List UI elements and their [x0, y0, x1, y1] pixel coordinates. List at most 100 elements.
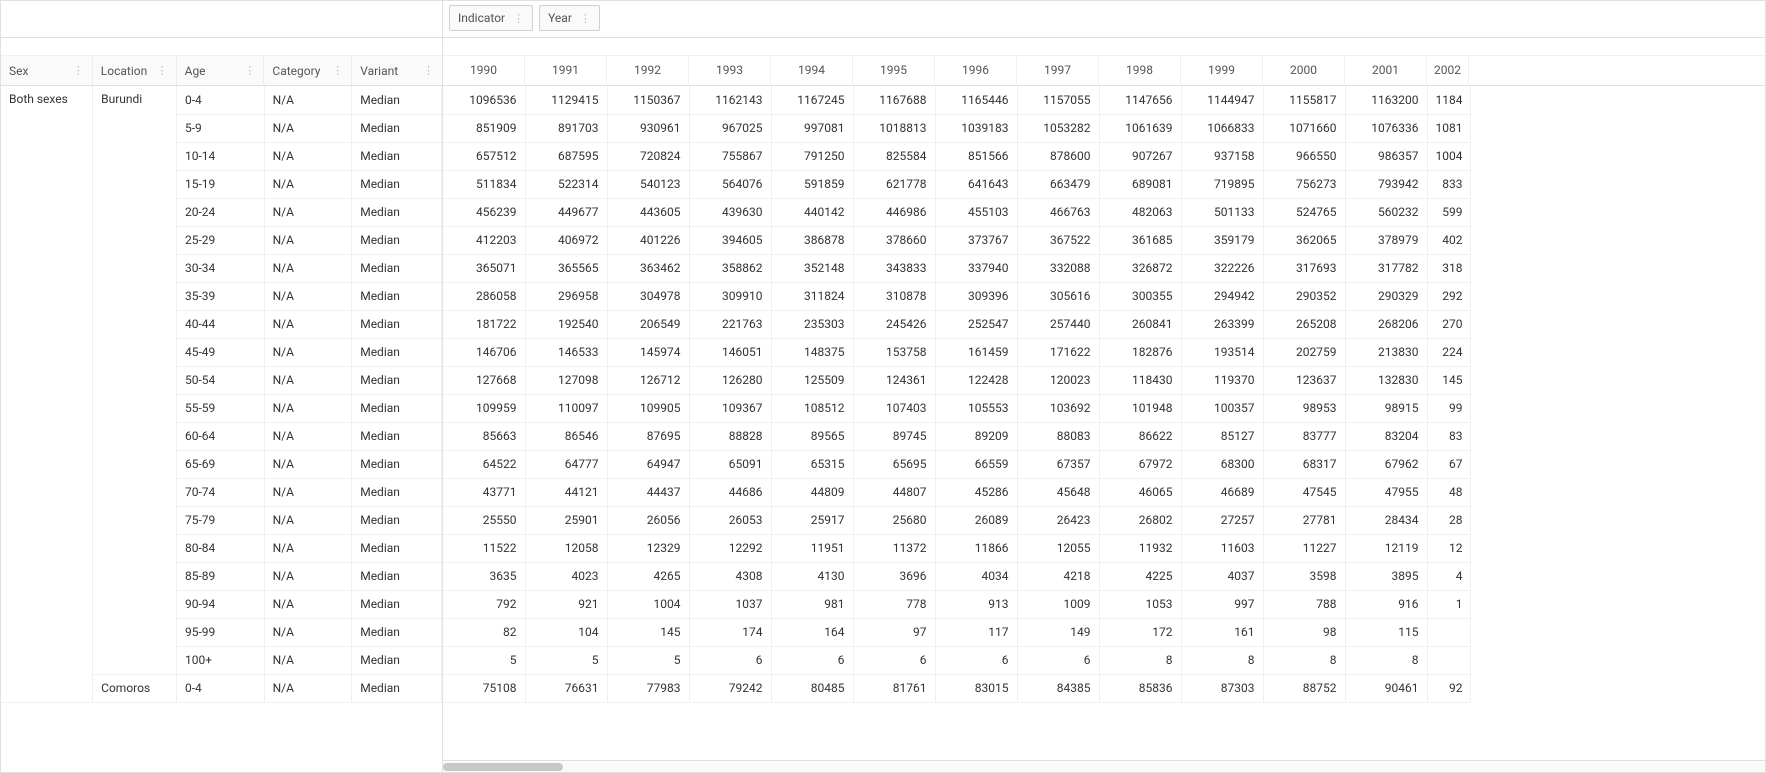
data-cell[interactable]: 27257	[1181, 506, 1263, 534]
data-cell[interactable]: 101948	[1099, 394, 1181, 422]
data-cell[interactable]: 67357	[1017, 450, 1099, 478]
data-cell[interactable]: 793942	[1345, 170, 1427, 198]
year-header-cell[interactable]: 2001	[1345, 56, 1427, 84]
data-cell[interactable]: 68317	[1263, 450, 1345, 478]
data-cell[interactable]: 386878	[771, 226, 853, 254]
data-cell[interactable]: 4225	[1099, 562, 1181, 590]
data-cell[interactable]: 67	[1427, 450, 1471, 478]
data-cell[interactable]	[1427, 618, 1471, 646]
data-cell[interactable]: 1157055	[1017, 86, 1099, 114]
data-cell[interactable]: 6	[689, 646, 771, 674]
data-cell[interactable]: 146051	[689, 338, 771, 366]
data-cell[interactable]: 5	[525, 646, 607, 674]
data-cell[interactable]: 44686	[689, 478, 771, 506]
data-cell[interactable]: 511834	[443, 170, 525, 198]
year-header-cell[interactable]: 1995	[853, 56, 935, 84]
data-cell[interactable]: 1004	[1427, 142, 1471, 170]
data-cell[interactable]: 825584	[853, 142, 935, 170]
data-cell[interactable]: 98953	[1263, 394, 1345, 422]
data-cell[interactable]: 524765	[1263, 198, 1345, 226]
data-cell[interactable]: 252547	[935, 310, 1017, 338]
data-cell[interactable]: 851566	[935, 142, 1017, 170]
data-cell[interactable]: 86622	[1099, 422, 1181, 450]
year-header-cell[interactable]: 1993	[689, 56, 771, 84]
data-cell[interactable]: 689081	[1099, 170, 1181, 198]
data-cell[interactable]: 11522	[443, 534, 525, 562]
year-header-cell[interactable]: 1996	[935, 56, 1017, 84]
data-cell[interactable]: 88752	[1263, 674, 1345, 702]
row-field-sex[interactable]: Sex ⋮	[1, 56, 93, 85]
year-header-cell[interactable]: 1991	[525, 56, 607, 84]
data-cell[interactable]: 851909	[443, 114, 525, 142]
data-cell[interactable]: 181722	[443, 310, 525, 338]
data-cell[interactable]: 564076	[689, 170, 771, 198]
data-cell[interactable]: 12055	[1017, 534, 1099, 562]
data-cell[interactable]: 88828	[689, 422, 771, 450]
data-cell[interactable]: 44121	[525, 478, 607, 506]
data-cell[interactable]: 76631	[525, 674, 607, 702]
data-cell[interactable]: 125509	[771, 366, 853, 394]
data-cell[interactable]: 352148	[771, 254, 853, 282]
data-cell[interactable]: 456239	[443, 198, 525, 226]
data-cell[interactable]: 337940	[935, 254, 1017, 282]
column-field-chip-indicator[interactable]: Indicator ⋮	[449, 5, 533, 31]
data-cell[interactable]: 145	[1427, 366, 1471, 394]
data-cell[interactable]: 82	[443, 618, 525, 646]
data-cell[interactable]: 317782	[1345, 254, 1427, 282]
column-field-chip-year[interactable]: Year ⋮	[539, 5, 600, 31]
data-cell[interactable]: 161	[1181, 618, 1263, 646]
data-cell[interactable]: 124361	[853, 366, 935, 394]
data-cell[interactable]: 46065	[1099, 478, 1181, 506]
data-cell[interactable]: 148375	[771, 338, 853, 366]
data-cell[interactable]: 109367	[689, 394, 771, 422]
data-cell[interactable]: 1	[1427, 590, 1471, 618]
data-cell[interactable]: 120023	[1017, 366, 1099, 394]
data-cell[interactable]: 83	[1427, 422, 1471, 450]
data-cell[interactable]: 192540	[525, 310, 607, 338]
data-cell[interactable]: 1037	[689, 590, 771, 618]
data-cell[interactable]: 260841	[1099, 310, 1181, 338]
data-cell[interactable]: 153758	[853, 338, 935, 366]
data-cell[interactable]: 501133	[1181, 198, 1263, 226]
data-cell[interactable]: 1167245	[771, 86, 853, 114]
data-cell[interactable]: 100357	[1181, 394, 1263, 422]
data-cell[interactable]: 300355	[1099, 282, 1181, 310]
data-cell[interactable]: 1009	[1017, 590, 1099, 618]
data-cell[interactable]: 8	[1099, 646, 1181, 674]
data-cell[interactable]: 621778	[853, 170, 935, 198]
data-cell[interactable]: 4265	[607, 562, 689, 590]
year-header-cell[interactable]: 1990	[443, 56, 525, 84]
data-cell[interactable]: 48	[1427, 478, 1471, 506]
data-cell[interactable]: 4308	[689, 562, 771, 590]
data-cell[interactable]: 109959	[443, 394, 525, 422]
data-cell[interactable]: 68300	[1181, 450, 1263, 478]
data-cell[interactable]: 26056	[607, 506, 689, 534]
data-cell[interactable]: 446986	[853, 198, 935, 226]
data-cell[interactable]: 833	[1427, 170, 1471, 198]
data-cell[interactable]: 26802	[1099, 506, 1181, 534]
data-cell[interactable]: 11603	[1181, 534, 1263, 562]
data-cell[interactable]: 202759	[1263, 338, 1345, 366]
data-cell[interactable]: 43771	[443, 478, 525, 506]
data-cell[interactable]: 90461	[1345, 674, 1427, 702]
data-cell[interactable]: 85836	[1099, 674, 1181, 702]
data-cell[interactable]: 11866	[935, 534, 1017, 562]
data-cell[interactable]: 1039183	[935, 114, 1017, 142]
data-cell[interactable]: 146533	[525, 338, 607, 366]
data-cell[interactable]: 290329	[1345, 282, 1427, 310]
data-cell[interactable]: 311824	[771, 282, 853, 310]
data-cell[interactable]: 87695	[607, 422, 689, 450]
data-cell[interactable]: 378979	[1345, 226, 1427, 254]
data-cell[interactable]: 28434	[1345, 506, 1427, 534]
data-cell[interactable]: 997081	[771, 114, 853, 142]
data-cell[interactable]: 394605	[689, 226, 771, 254]
data-cell[interactable]: 402	[1427, 226, 1471, 254]
data-cell[interactable]: 172	[1099, 618, 1181, 646]
data-cell[interactable]: 907267	[1099, 142, 1181, 170]
data-cell[interactable]: 4034	[935, 562, 1017, 590]
data-cell[interactable]: 1018813	[853, 114, 935, 142]
data-cell[interactable]: 265208	[1263, 310, 1345, 338]
data-cell[interactable]: 25550	[443, 506, 525, 534]
data-cell[interactable]: 1061639	[1099, 114, 1181, 142]
data-cell[interactable]: 171622	[1017, 338, 1099, 366]
